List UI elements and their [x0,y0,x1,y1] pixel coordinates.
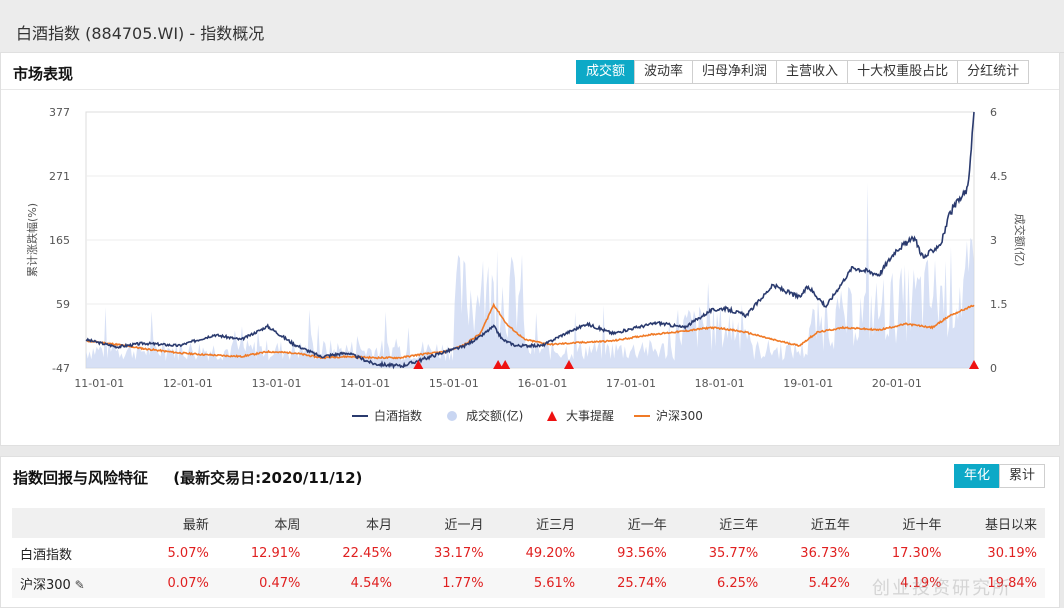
cell-value: 49.20% [525,545,576,561]
cell-value: 22.45% [342,545,392,561]
x-tick: 16-01-01 [517,377,567,390]
cell-value: 30.19% [987,545,1037,561]
page-title: 白酒指数 (884705.WI) - 指数概况 [16,24,265,43]
event-marker [969,360,979,369]
cell-value: 33.17% [433,545,484,561]
tab-0[interactable]: 成交额 [576,60,636,84]
tab-4[interactable]: 十大权重股占比 [847,60,959,84]
col-header-8: 近五年 [766,508,858,538]
x-tick: 17-01-01 [606,377,656,390]
col-header-1: 最新 [138,508,217,538]
tab-2[interactable]: 归母净利润 [692,60,778,84]
y-right-tick: 4.5 [990,170,1008,183]
returns-table: 最新 本周 本月 近一月 近三月 近一年 近三年 近五年 近十年 基日以来 白酒指数 5.07% 12… [12,508,1045,598]
hs300-line [85,302,975,360]
col-header-0 [12,508,139,538]
table-row: 白酒指数 5.07% 12.91% 22.45% 33.17% 49.20% 93.56% 3… [12,538,1045,568]
y-left-tick: 271 [49,170,70,183]
col-header-10: 基日以来 [949,508,1045,538]
col-header-5: 近三月 [491,508,584,538]
tab-1[interactable]: 波动率 [634,60,694,84]
event-marker [493,360,504,369]
cell-value: 5.42% [766,568,858,598]
toggle-cumulative[interactable]: 累计 [999,464,1046,488]
col-header-6: 近一年 [583,508,675,538]
market-title: 市场表现 [13,65,74,83]
cell-value: 19.84% [949,568,1045,598]
row-name: 白酒指数 [12,538,138,568]
cell-value: 1.77% [399,568,492,598]
x-tick: 19-01-01 [783,377,833,390]
col-header-7: 近三年 [674,508,767,538]
market-tabs: 成交额 波动率 归母净利润 主营收入 十大权重股占比 分红统计 [576,60,1030,84]
legend-label: 白酒指数 [374,408,422,423]
y-right-label: 成交额(亿) [1013,214,1027,267]
cell-value: 0.47% [216,568,309,598]
market-panel: 市场表现 成交额 波动率 归母净利润 主营收入 十大权重股占比 分红统计 [0,52,1060,446]
cell-value: 4.19% [857,568,950,598]
col-header-4: 近一月 [399,508,492,538]
cell-value: 12.91% [250,545,301,561]
cell-value: 93.56% [617,545,667,561]
legend-label: 大事提醒 [566,408,614,423]
legend-swatch [547,411,557,421]
divider [1,89,1059,90]
returns-toggle: 年化 累计 [954,464,1046,488]
returns-title: 指数回报与风险特征 (最新交易日:2020/11/12) [13,467,362,488]
cell-value: 25.74% [583,568,675,598]
x-tick: 20-01-01 [872,377,922,390]
y-left-tick: 165 [49,234,70,247]
row-name-text: 白酒指数 [20,547,73,563]
cell-value: 36.73% [800,545,850,561]
col-header-9: 近十年 [857,508,950,538]
y-right-tick: 0 [990,362,997,375]
row-name-text: 沪深300 [20,577,71,593]
x-tick: 15-01-01 [429,377,479,390]
legend-label: 成交额(亿) [466,408,523,423]
legend-label: 沪深300 [656,409,703,423]
returns-header-row: 最新 本周 本月 近一月 近三月 近一年 近三年 近五年 近十年 基日以来 [12,508,1045,538]
volume-area [86,183,974,368]
cell-value: 5.61% [491,568,584,598]
event-marker [563,360,574,369]
x-tick: 13-01-01 [252,377,302,390]
baijiu-line [85,111,975,370]
y-left-tick: -47 [52,362,70,375]
row-name: 沪深300 ✎ [12,568,139,598]
col-header-2: 本周 [216,508,309,538]
watermark: 创业投资研究所 [872,578,1012,599]
x-tick: 11-01-01 [74,377,124,390]
y-left-label: 累计涨跌幅(%) [25,203,39,277]
cell-value: 6.25% [674,568,767,598]
tab-5[interactable]: 分红统计 [957,60,1030,84]
event-marker [500,360,511,369]
x-tick: 18-01-01 [695,377,745,390]
cell-value: 4.54% [308,568,400,598]
y-right-tick: 3 [990,234,997,247]
returns-title-text: 指数回报与风险特征 [13,469,149,487]
cell-value: 0.07% [138,568,217,598]
returns-date: (最新交易日:2020/11/12) [173,469,363,487]
performance-chart: 377 271 165 59 -47 6 4.5 3 1.5 0 11-01-01 12-01-01 1… [25,106,1027,423]
legend-swatch [447,411,457,421]
y-left-tick: 377 [49,106,70,119]
cell-value: 5.07% [167,545,209,561]
toggle-annualized[interactable]: 年化 [954,464,1001,488]
title-bar: 白酒指数 (884705.WI) - 指数概况 [0,0,1064,53]
x-tick: 12-01-01 [163,377,213,390]
col-header-3: 本月 [308,508,400,538]
x-tick: 14-01-01 [340,377,390,390]
tab-3[interactable]: 主营收入 [776,60,849,84]
edit-icon[interactable]: ✎ [70,577,85,592]
cell-value: 17.30% [891,545,942,561]
y-left-tick: 59 [56,298,70,311]
table-row: 沪深300 ✎ 0.07% 0.47% 4.54% 1.77% 5.61% 25.74% 6.… [12,568,1045,598]
cell-value: 35.77% [708,545,759,561]
y-right-tick: 1.5 [990,298,1008,311]
event-marker [413,360,424,369]
y-right-tick: 6 [990,106,997,119]
